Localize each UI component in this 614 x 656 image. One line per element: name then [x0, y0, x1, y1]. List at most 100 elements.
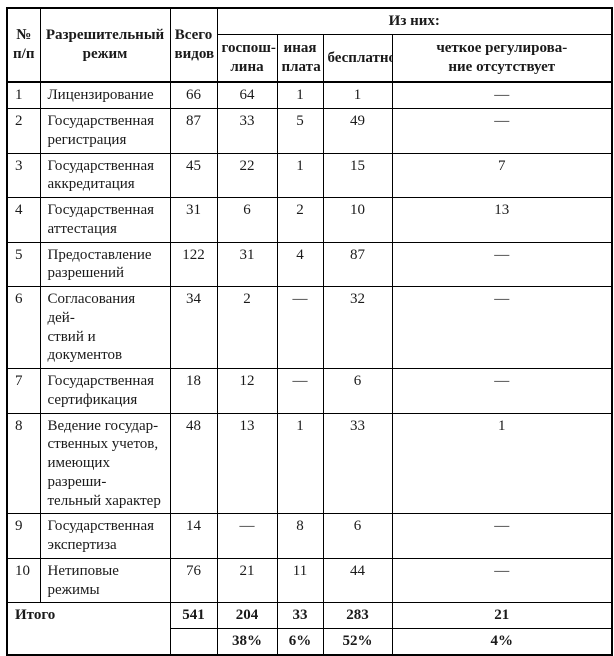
cell-num: 7 [6, 368, 41, 414]
cell-totals-label: Итого [6, 602, 171, 656]
table-row: 4 Государственная аттестация 31 6 2 10 1… [6, 197, 613, 243]
cell-total: 541 [169, 602, 218, 629]
header-num: № п/п [6, 7, 41, 84]
cell-num: 8 [6, 412, 41, 515]
cell-regime: Согласования дей- ствий и документов [39, 286, 171, 369]
cell-regime: Государственная экспертиза [39, 513, 171, 559]
cell-no-regulation: — [391, 286, 613, 369]
cell-num: 9 [6, 513, 41, 559]
cell-regime: Государственная аттестация [39, 197, 171, 243]
cell-no-regulation: — [391, 557, 613, 604]
cell-total: 18 [169, 368, 218, 414]
cell-fee: 22 [216, 152, 278, 198]
cell-fee: 204 [216, 602, 278, 629]
cell-other-pay: 1 [276, 152, 324, 198]
cell-regime: Предоставление разрешений [39, 241, 171, 287]
cell-free: 10 [322, 197, 393, 243]
table-row: 8 Ведение государ- ственных учетов, имею… [6, 412, 613, 515]
cell-other-pay: 8 [276, 513, 324, 559]
cell-fee: — [216, 513, 278, 559]
cell-total: 48 [169, 412, 218, 515]
cell-other-pay: 33 [276, 602, 324, 629]
cell-other-pay: 11 [276, 557, 324, 604]
cell-num: 3 [6, 152, 41, 198]
header-regime: Разрешительный режим [39, 7, 171, 84]
cell-total: 45 [169, 152, 218, 198]
cell-other-pay: 1 [276, 81, 324, 110]
cell-total: 66 [169, 81, 218, 110]
cell-free: 87 [322, 241, 393, 287]
cell-regime: Ведение государ- ственных учетов, имеющи… [39, 412, 171, 515]
table-row: 9 Государственная экспертиза 14 — 8 6 — [6, 513, 613, 559]
cell-no-regulation-percent: 4% [391, 627, 613, 656]
cell-fee: 13 [216, 412, 278, 515]
cell-total: 34 [169, 286, 218, 369]
cell-total: 87 [169, 108, 218, 154]
cell-num: 1 [6, 81, 41, 110]
cell-total: 14 [169, 513, 218, 559]
cell-free: 6 [322, 513, 393, 559]
cell-fee: 6 [216, 197, 278, 243]
table-row: 5 Предоставление разрешений 122 31 4 87 … [6, 241, 613, 287]
cell-fee: 12 [216, 368, 278, 414]
table-row: 7 Государственная сертификация 18 12 — 6… [6, 368, 613, 414]
cell-free: 33 [322, 412, 393, 515]
cell-fee: 64 [216, 81, 278, 110]
cell-regime: Государственная аккредитация [39, 152, 171, 198]
cell-num: 5 [6, 241, 41, 287]
header-total: Всего видов [169, 7, 218, 84]
cell-free: 15 [322, 152, 393, 198]
cell-regime: Лицензирование [39, 81, 171, 110]
cell-other-pay-percent: 6% [276, 627, 324, 656]
cell-num: 6 [6, 286, 41, 369]
cell-fee: 31 [216, 241, 278, 287]
header-free: бесплатно [322, 33, 393, 84]
cell-other-pay: 5 [276, 108, 324, 154]
header-row-top: № п/п Разрешительный режим Всего видов И… [6, 7, 613, 84]
cell-no-regulation: — [391, 81, 613, 110]
table-row: 6 Согласования дей- ствий и документов 3… [6, 286, 613, 369]
cell-no-regulation: — [391, 368, 613, 414]
table-row: 2 Государственная регистрация 87 33 5 49… [6, 108, 613, 154]
cell-total-percent [169, 627, 218, 656]
cell-free: 6 [322, 368, 393, 414]
cell-free-percent: 52% [322, 627, 393, 656]
permit-regimes-table: № п/п Разрешительный режим Всего видов И… [6, 7, 614, 656]
cell-no-regulation: 1 [391, 412, 613, 515]
header-group-iz-nih: Из них: [216, 7, 613, 35]
header-no-regulation: четкое регулирова- ние отсутствует [391, 33, 613, 84]
cell-regime: Нетиповые режимы [39, 557, 171, 604]
cell-regime: Государственная сертификация [39, 368, 171, 414]
cell-regime: Государственная регистрация [39, 108, 171, 154]
cell-free: 49 [322, 108, 393, 154]
table-row: 1 Лицензирование 66 64 1 1 — [6, 81, 613, 110]
cell-fee-percent: 38% [216, 627, 278, 656]
table-row: 3 Государственная аккредитация 45 22 1 1… [6, 152, 613, 198]
cell-free: 44 [322, 557, 393, 604]
cell-fee: 2 [216, 286, 278, 369]
cell-other-pay: — [276, 368, 324, 414]
cell-free: 1 [322, 81, 393, 110]
cell-no-regulation: 7 [391, 152, 613, 198]
cell-other-pay: 2 [276, 197, 324, 243]
cell-no-regulation: — [391, 513, 613, 559]
cell-other-pay: 1 [276, 412, 324, 515]
cell-no-regulation: — [391, 241, 613, 287]
cell-num: 2 [6, 108, 41, 154]
cell-total: 31 [169, 197, 218, 243]
cell-free: 32 [322, 286, 393, 369]
cell-total: 76 [169, 557, 218, 604]
cell-num: 10 [6, 557, 41, 604]
table-row: 10 Нетиповые режимы 76 21 11 44 — [6, 557, 613, 604]
totals-row: Итого 541 204 33 283 21 [6, 602, 613, 656]
cell-no-regulation: 13 [391, 197, 613, 243]
cell-free: 283 [322, 602, 393, 629]
cell-other-pay: — [276, 286, 324, 369]
cell-other-pay: 4 [276, 241, 324, 287]
cell-total: 122 [169, 241, 218, 287]
cell-fee: 33 [216, 108, 278, 154]
header-other-pay: иная плата [276, 33, 324, 84]
cell-fee: 21 [216, 557, 278, 604]
cell-no-regulation: 21 [391, 602, 613, 629]
header-row-sub: госпош- лина иная плата бесплатно четкое… [7, 33, 613, 84]
